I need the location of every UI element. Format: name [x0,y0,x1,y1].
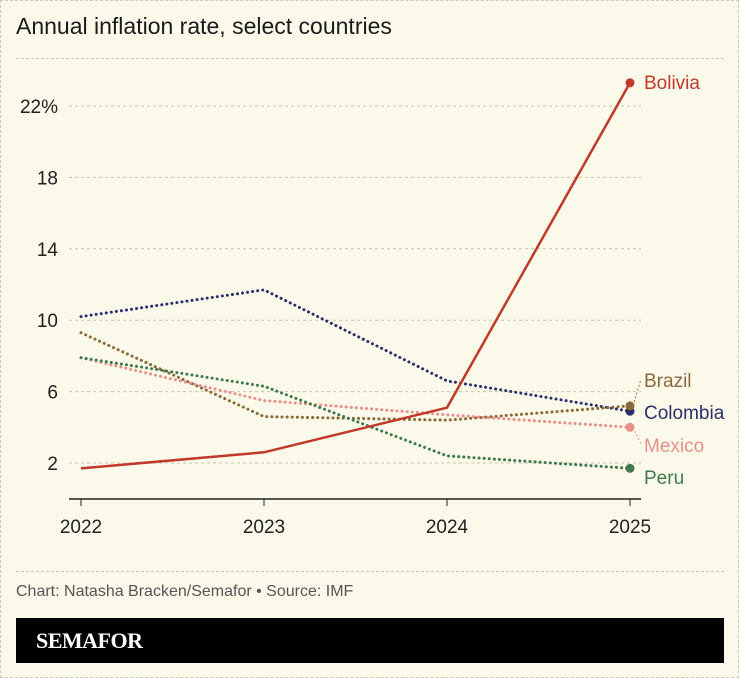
semafor-logo: SEMAFOR [36,628,143,653]
divider [16,58,724,59]
brand-bar: SEMAFOR [16,618,724,663]
y-tick-label: 10 [37,311,58,332]
series-label-mexico: Mexico [644,436,704,457]
x-tick-label: 2024 [426,517,469,538]
label-leader [632,427,642,445]
end-point-bolivia [625,78,635,88]
series-label-peru: Peru [644,468,684,489]
x-tick-label: 2025 [609,517,651,538]
end-point-mexico [625,422,635,432]
x-tick-label: 2023 [243,517,285,538]
label-leader [632,378,642,407]
y-tick-label: 22% [20,97,58,118]
end-point-brazil [625,401,635,411]
series-line-brazil [79,331,632,422]
x-tick-label: 2022 [60,517,102,538]
series-line-colombia [79,288,632,413]
series-line-mexico [79,356,632,429]
y-tick-label: 2 [47,454,58,475]
source-credit: Chart: Natasha Bracken/Semafor • Source:… [16,583,354,600]
y-tick-label: 14 [37,240,59,261]
end-point-peru [625,463,635,473]
divider [16,571,724,572]
series-line-peru [79,356,632,470]
series-line-bolivia [80,82,632,470]
line-chart: 2 6 10 14 18 22% 2022 2023 2024 2025 Colombia Brazi… [20,73,725,538]
y-tick-label: 6 [47,383,58,404]
chart-title: Annual inflation rate, select countries [16,13,392,39]
series-label-bolivia: Bolivia [644,73,700,94]
y-tick-label: 18 [37,168,58,189]
series-label-brazil: Brazil [644,371,692,392]
series-label-colombia: Colombia [644,403,725,424]
